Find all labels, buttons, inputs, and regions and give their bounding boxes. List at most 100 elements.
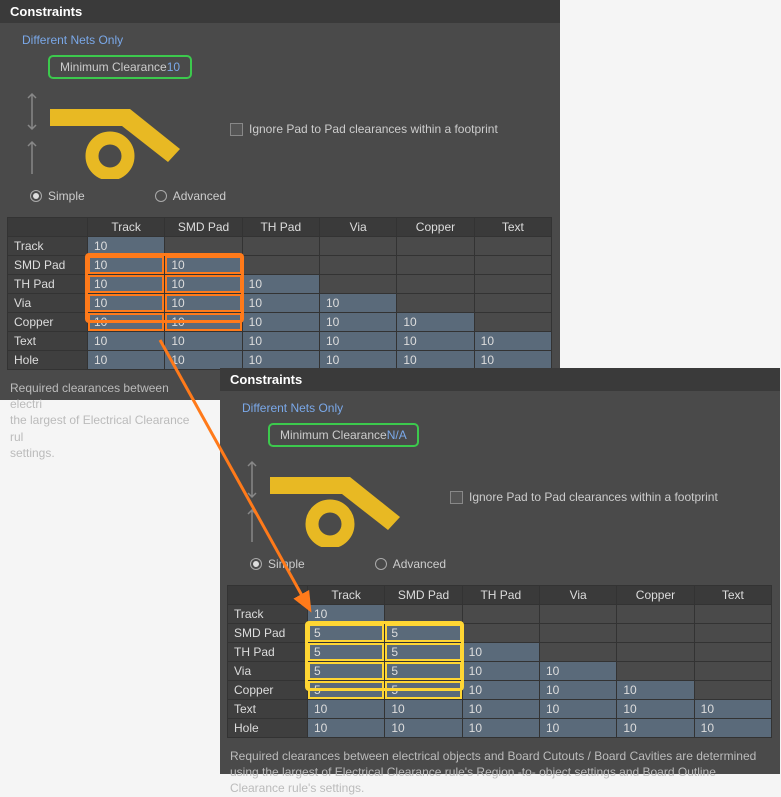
table-row: Via10101010 <box>8 294 552 313</box>
row-label: SMD Pad <box>8 256 88 275</box>
table-cell[interactable]: 10 <box>474 332 551 351</box>
radio-simple[interactable]: Simple <box>250 557 305 571</box>
row-label: SMD Pad <box>228 624 308 643</box>
table-cell[interactable]: 10 <box>617 700 694 719</box>
ignore-pad-checkbox-row[interactable]: Ignore Pad to Pad clearances within a fo… <box>230 122 498 136</box>
table-cell[interactable]: 10 <box>308 605 385 624</box>
table-cell[interactable]: 10 <box>539 700 616 719</box>
clearance-diagram <box>20 84 210 179</box>
table-cell[interactable]: 10 <box>617 681 694 700</box>
min-clearance-value[interactable]: N/A <box>387 428 407 442</box>
radio-simple[interactable]: Simple <box>30 189 85 203</box>
subtitle: Different Nets Only <box>220 391 780 423</box>
table-cell[interactable]: 10 <box>165 351 242 370</box>
table-cell <box>165 237 242 256</box>
table-cell[interactable]: 5 <box>308 681 385 700</box>
min-clearance-label: Minimum Clearance <box>280 428 387 442</box>
table-cell[interactable]: 10 <box>694 719 771 738</box>
table-cell[interactable]: 5 <box>308 643 385 662</box>
table-cell[interactable]: 10 <box>165 294 242 313</box>
table-cell[interactable]: 10 <box>462 700 539 719</box>
table-cell <box>319 275 396 294</box>
table-cell[interactable]: 10 <box>694 700 771 719</box>
table-cell <box>617 662 694 681</box>
table-cell[interactable]: 10 <box>397 351 474 370</box>
table-header <box>228 586 308 605</box>
table-cell[interactable]: 10 <box>397 313 474 332</box>
table-cell[interactable]: 10 <box>242 294 319 313</box>
checkbox-icon[interactable] <box>230 123 243 136</box>
table-cell[interactable]: 10 <box>474 351 551 370</box>
table-cell[interactable]: 10 <box>88 237 165 256</box>
table-cell[interactable]: 10 <box>319 313 396 332</box>
clearance-table: TrackSMD PadTH PadViaCopperTextTrack10SM… <box>227 585 772 738</box>
table-cell[interactable]: 5 <box>385 624 462 643</box>
clearance-table: TrackSMD PadTH PadViaCopperTextTrack10SM… <box>7 217 552 370</box>
table-cell <box>617 605 694 624</box>
table-cell[interactable]: 10 <box>462 719 539 738</box>
table-header: TH Pad <box>462 586 539 605</box>
table-cell[interactable]: 5 <box>385 681 462 700</box>
table-cell[interactable]: 10 <box>319 351 396 370</box>
table-header: Track <box>308 586 385 605</box>
table-cell[interactable]: 10 <box>242 351 319 370</box>
ignore-pad-label: Ignore Pad to Pad clearances within a fo… <box>249 122 498 136</box>
table-row: TH Pad101010 <box>8 275 552 294</box>
mode-radio-row: Simple Advanced <box>0 179 560 217</box>
clearance-table-container: TrackSMD PadTH PadViaCopperTextTrack10SM… <box>220 585 780 738</box>
table-cell[interactable]: 10 <box>242 275 319 294</box>
table-cell[interactable]: 10 <box>88 294 165 313</box>
table-cell[interactable]: 10 <box>88 275 165 294</box>
table-cell <box>694 605 771 624</box>
table-cell[interactable]: 10 <box>165 332 242 351</box>
table-cell[interactable]: 10 <box>88 332 165 351</box>
table-cell[interactable]: 10 <box>462 662 539 681</box>
table-header: Copper <box>397 218 474 237</box>
table-cell[interactable]: 5 <box>308 624 385 643</box>
table-cell[interactable]: 10 <box>308 700 385 719</box>
table-cell[interactable]: 10 <box>88 351 165 370</box>
table-cell <box>694 624 771 643</box>
ignore-pad-label: Ignore Pad to Pad clearances within a fo… <box>469 490 718 504</box>
table-cell[interactable]: 10 <box>385 719 462 738</box>
min-clearance-row: Minimum Clearance N/A <box>268 423 419 447</box>
table-cell[interactable]: 10 <box>165 275 242 294</box>
table-cell[interactable]: 5 <box>385 643 462 662</box>
table-cell[interactable]: 10 <box>319 332 396 351</box>
table-cell[interactable]: 10 <box>242 332 319 351</box>
checkbox-icon[interactable] <box>450 491 463 504</box>
ignore-pad-checkbox-row[interactable]: Ignore Pad to Pad clearances within a fo… <box>450 490 718 504</box>
table-cell[interactable]: 10 <box>88 313 165 332</box>
table-cell[interactable]: 10 <box>617 719 694 738</box>
table-cell[interactable]: 10 <box>385 700 462 719</box>
table-row: Copper55101010 <box>228 681 772 700</box>
diagram-svg <box>240 452 430 547</box>
row-label: Hole <box>8 351 88 370</box>
table-cell[interactable]: 10 <box>319 294 396 313</box>
table-cell[interactable]: 10 <box>462 643 539 662</box>
table-cell[interactable]: 5 <box>308 662 385 681</box>
table-cell[interactable]: 10 <box>88 256 165 275</box>
table-cell[interactable]: 10 <box>462 681 539 700</box>
min-clearance-value[interactable]: 10 <box>167 60 180 74</box>
row-label: Copper <box>8 313 88 332</box>
footer-text: Required clearances between electri the … <box>0 370 210 461</box>
table-cell[interactable]: 10 <box>539 662 616 681</box>
table-cell[interactable]: 10 <box>242 313 319 332</box>
table-cell[interactable]: 10 <box>539 719 616 738</box>
table-cell[interactable]: 10 <box>539 681 616 700</box>
table-header: Text <box>694 586 771 605</box>
radio-advanced[interactable]: Advanced <box>375 557 446 571</box>
table-cell[interactable]: 10 <box>397 332 474 351</box>
clearance-diagram <box>240 452 430 547</box>
panel-title: Constraints <box>0 0 560 23</box>
table-cell[interactable]: 10 <box>165 256 242 275</box>
table-cell <box>397 256 474 275</box>
table-cell[interactable]: 10 <box>308 719 385 738</box>
table-cell[interactable]: 10 <box>165 313 242 332</box>
table-cell <box>462 624 539 643</box>
table-cell[interactable]: 5 <box>385 662 462 681</box>
radio-advanced[interactable]: Advanced <box>155 189 226 203</box>
constraints-panel-2: Constraints Different Nets Only Minimum … <box>220 368 780 774</box>
row-label: Text <box>228 700 308 719</box>
